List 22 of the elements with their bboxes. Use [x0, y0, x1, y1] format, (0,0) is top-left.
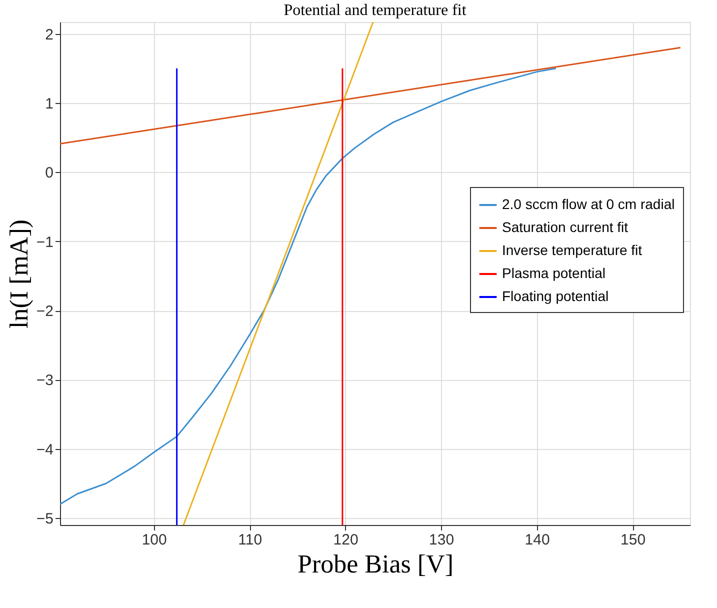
- x-axis-title: Probe Bias [V]: [298, 550, 454, 578]
- x-tick-label: 150: [620, 532, 646, 548]
- y-tick-label: 1: [45, 95, 54, 112]
- y-tick-label: −3: [36, 372, 54, 390]
- legend-label: Inverse temperature fit: [502, 242, 642, 258]
- x-tick-label: 120: [333, 532, 358, 548]
- legend-label: Saturation current fit: [502, 219, 628, 235]
- x-tick-label: 130: [429, 532, 454, 548]
- y-tick-label: −5: [36, 510, 54, 528]
- x-tick-label: 140: [524, 532, 550, 548]
- legend-label: Floating potential: [502, 288, 609, 304]
- y-axis-title: ln(I [mA]): [4, 219, 34, 329]
- y-tick-label: −2: [36, 303, 54, 320]
- legend-label: Plasma potential: [502, 265, 606, 281]
- y-tick-label: 2: [45, 26, 54, 44]
- x-tick-label: 100: [142, 532, 167, 548]
- y-tick-label: 0: [45, 164, 54, 182]
- chart-title: Potential and temperature fit: [284, 2, 467, 19]
- x-tick-label: 110: [238, 532, 262, 548]
- y-tick-label: −1: [36, 234, 54, 251]
- legend-label: 2.0 sccm flow at 0 cm radial: [502, 196, 675, 212]
- y-tick-label: −4: [36, 441, 54, 458]
